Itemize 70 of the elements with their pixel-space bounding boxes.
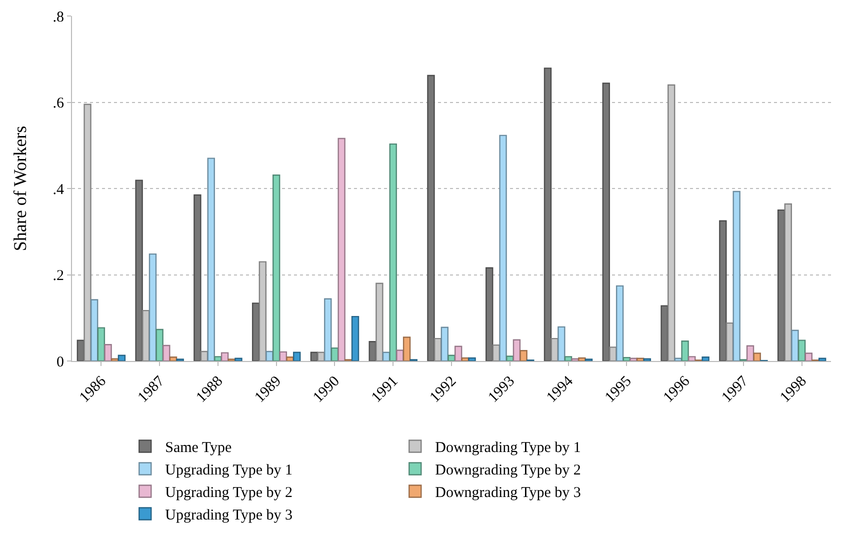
bar: [90, 299, 98, 361]
y-axis-title: Share of Workers: [10, 126, 30, 252]
bar: [622, 356, 630, 361]
bar: [111, 358, 119, 361]
bar: [520, 350, 528, 361]
bar: [382, 352, 390, 361]
bar: [279, 351, 288, 361]
bar: [389, 143, 397, 361]
x-tick-label: 1991: [368, 373, 402, 406]
bar: [266, 350, 274, 361]
bar: [162, 344, 170, 361]
bar: [293, 352, 301, 361]
bar: [324, 298, 332, 361]
bar: [506, 356, 514, 361]
bar: [272, 174, 280, 361]
bar: [220, 352, 229, 361]
bar: [791, 330, 799, 361]
x-tick-label: 1989: [252, 373, 284, 406]
bar: [118, 354, 126, 361]
bar: [753, 352, 761, 361]
bar: [214, 356, 222, 361]
bar: [351, 316, 360, 361]
bar: [97, 327, 106, 361]
bar: [402, 336, 411, 361]
bar: [454, 346, 462, 361]
bar: [440, 326, 449, 361]
bar: [688, 356, 696, 361]
bar: [156, 328, 164, 361]
bar: [681, 340, 689, 361]
bar: [636, 358, 644, 361]
bar: [702, 356, 710, 361]
bar: [616, 285, 624, 361]
y-tick-label: .2: [52, 268, 64, 284]
y-tick-label: .4: [52, 182, 64, 198]
bar: [448, 354, 456, 361]
bar: [286, 356, 294, 361]
legend-label: Downgrading Type by 1: [435, 440, 581, 456]
bar: [818, 358, 826, 361]
bar: [207, 158, 215, 361]
bar: [396, 350, 404, 361]
bar: [746, 345, 754, 361]
bar: [169, 356, 178, 361]
legend-label: Downgrading Type by 3: [435, 485, 581, 502]
bar: [630, 358, 638, 361]
x-tick-label: 1993: [485, 373, 518, 406]
y-tick-label: .6: [52, 96, 64, 112]
x-tick-label: 1992: [427, 373, 460, 406]
legend-label: Upgrading Type by 2: [165, 485, 293, 502]
bar: [732, 190, 740, 361]
bar: [564, 356, 572, 361]
y-tick-label: .8: [52, 9, 64, 26]
legend-label: Upgrading Type by 1: [165, 462, 293, 479]
x-tick-label: 1990: [310, 373, 343, 406]
bar: [571, 358, 579, 361]
bar: [148, 253, 157, 361]
bar: [512, 339, 521, 361]
bar: [499, 134, 507, 361]
bar: [338, 138, 346, 361]
bar: [578, 357, 586, 361]
bar: [798, 340, 806, 361]
bar: [234, 358, 242, 361]
bar: [468, 357, 476, 361]
legend-label: Upgrading Type by 3: [165, 508, 293, 524]
bar: [104, 344, 112, 361]
bar: [558, 326, 566, 361]
bar: [804, 352, 812, 361]
bar: [643, 358, 652, 361]
y-tick-label: 0: [56, 354, 64, 370]
legend-label: Downgrading Type by 2: [435, 462, 581, 479]
legend-label: Same Type: [165, 440, 232, 456]
